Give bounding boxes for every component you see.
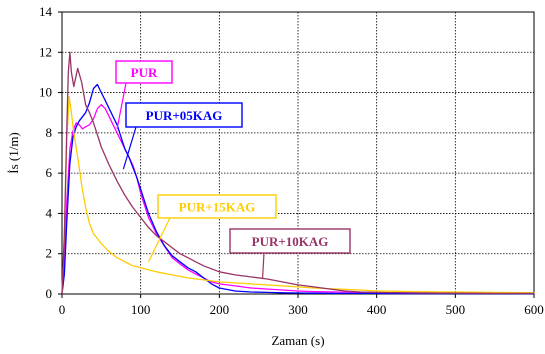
annotation-box [115,60,173,84]
annotation-callout: PUR+05KAG [122,102,243,170]
x-tick-label: 300 [288,302,308,317]
y-axis-label: İs (1/m) [6,132,21,174]
y-tick-label: 6 [46,165,53,180]
annotation-callout: PUR+10KAG [229,228,351,278]
annotation-label: PUR+15KAG [179,200,256,215]
annotation-box [125,102,243,128]
series-line-pur [61,104,535,295]
annotation-callout: PUR+15KAG [147,194,277,263]
annotation-callout: PUR [115,60,173,129]
y-tick-label: 4 [46,205,53,220]
x-tick-label: 600 [524,302,544,317]
y-tick-label: 8 [46,125,53,140]
x-tick-label: 500 [446,302,466,317]
x-tick-label: 400 [367,302,387,317]
series-line-pur-15kag [61,95,535,295]
x-tick-label: 100 [131,302,151,317]
annotation-label: PUR+05KAG [146,108,223,123]
y-tick-label: 0 [46,286,53,301]
y-tick-label: 14 [39,4,53,19]
series-line-pur-05kag [61,83,535,295]
x-axis-label: Zaman (s) [271,333,324,348]
y-tick-label: 2 [46,246,53,261]
annotation-box [157,194,277,219]
x-tick-label: 0 [59,302,66,317]
annotations: PUR PUR+05KAG PUR+15KAG PUR+10KAG [115,60,351,278]
annotation-pointer [147,217,171,263]
annotation-label: PUR [131,65,158,80]
x-tick-label: 200 [210,302,230,317]
grid [62,12,534,294]
annotation-box [229,228,351,254]
y-tick-label: 10 [39,85,52,100]
annotation-pointer [122,126,137,170]
annotation-pointer [116,82,127,129]
y-tick-label: 12 [39,44,52,59]
series-line-pur-10kag [61,51,535,295]
annotation-label: PUR+10KAG [252,234,329,249]
axes: 0 100 200 300 400 500 600 0 2 4 6 8 10 12 14 [39,4,544,317]
series-group [61,51,535,295]
annotation-pointer [262,252,265,278]
